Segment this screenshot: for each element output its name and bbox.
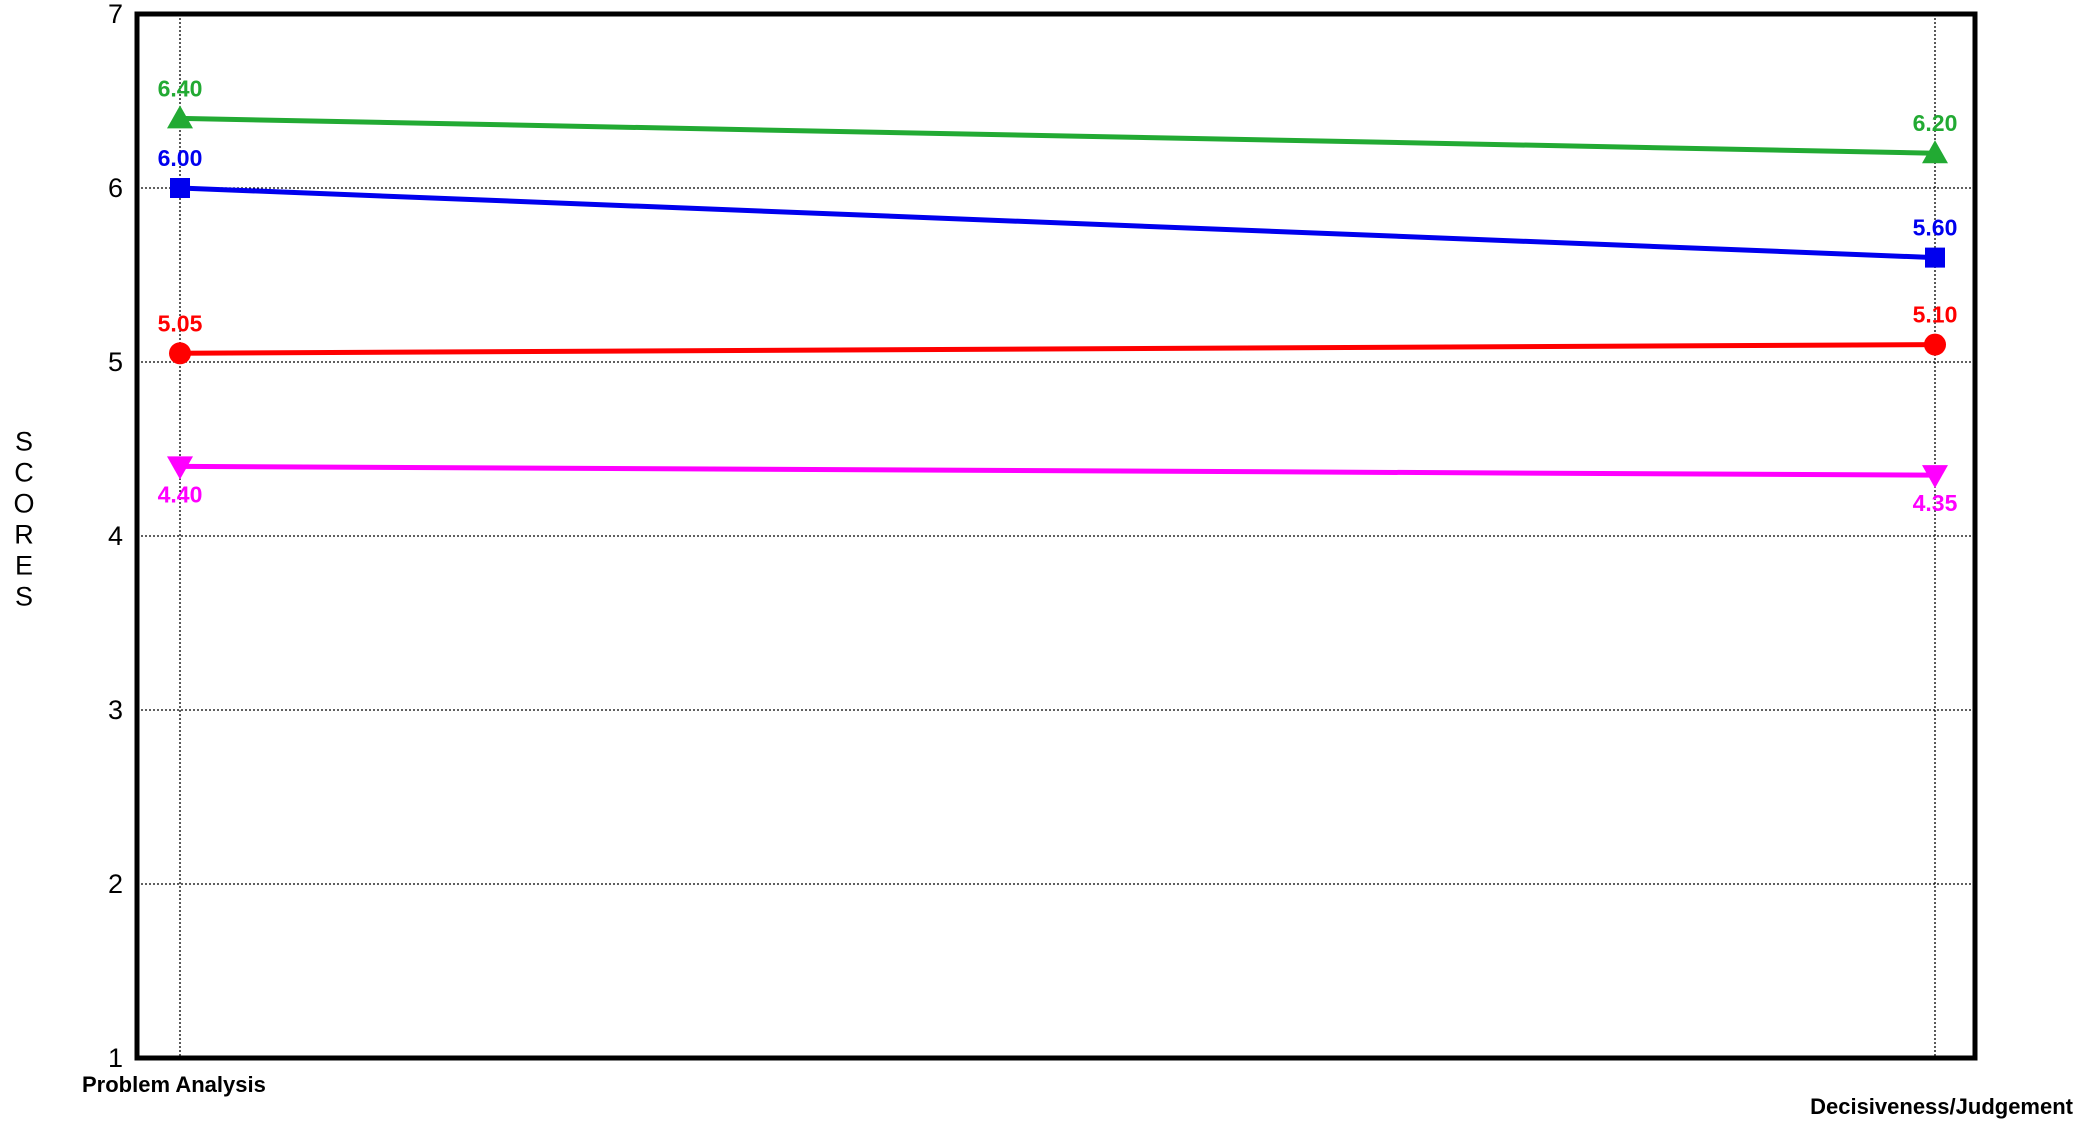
y-axis-label-letter: S [15, 427, 33, 457]
y-axis-label-letter: O [13, 489, 34, 519]
y-axis-label-letter: C [14, 458, 34, 488]
y-tick-label: 2 [108, 869, 123, 899]
plot-frame-layer [134, 11, 1978, 1061]
series-layer [167, 105, 1948, 489]
data-label: 5.05 [158, 310, 203, 336]
data-label-layer: 6.40 6.20 6.00 5.60 5.05 5.10 4.40 4.35 [158, 75, 1958, 516]
data-point-circle [169, 342, 191, 365]
data-label: 6.20 [1913, 110, 1958, 136]
y-tick-label: 1 [108, 1043, 123, 1073]
plot-frame [134, 11, 1978, 1061]
data-label: 4.40 [158, 481, 203, 507]
data-label: 5.60 [1913, 215, 1958, 241]
data-point-square [170, 178, 190, 198]
data-point-triangle-down [1922, 465, 1948, 489]
data-point-circle [1924, 333, 1946, 356]
grid-layer [137, 14, 1975, 1058]
y-tick-label: 6 [108, 173, 123, 203]
y-axis-label-letter: R [14, 520, 34, 550]
data-label: 4.35 [1913, 490, 1958, 516]
y-axis-label-letter: E [15, 551, 33, 581]
series-line [179, 185, 1936, 261]
data-point-triangle-down [167, 456, 193, 480]
y-axis-label-letter: S [15, 582, 33, 612]
y-tick-label: 3 [108, 695, 123, 725]
y-tick-label: 7 [108, 0, 123, 29]
x-category-label: Decisiveness/Judgement [1810, 1094, 2074, 1119]
y-tick-label: 4 [108, 521, 123, 551]
x-category-label: Problem Analysis [82, 1072, 266, 1097]
y-tick-label: 5 [108, 347, 123, 377]
series-line [179, 342, 1936, 356]
data-point-triangle-up [1922, 140, 1948, 164]
data-label: 5.10 [1913, 302, 1958, 328]
data-label: 6.40 [158, 75, 203, 101]
series-line [179, 463, 1936, 478]
data-point-triangle-up [167, 105, 193, 129]
series-line [179, 115, 1936, 156]
data-label: 6.00 [158, 145, 203, 171]
data-point-square [1925, 247, 1945, 268]
